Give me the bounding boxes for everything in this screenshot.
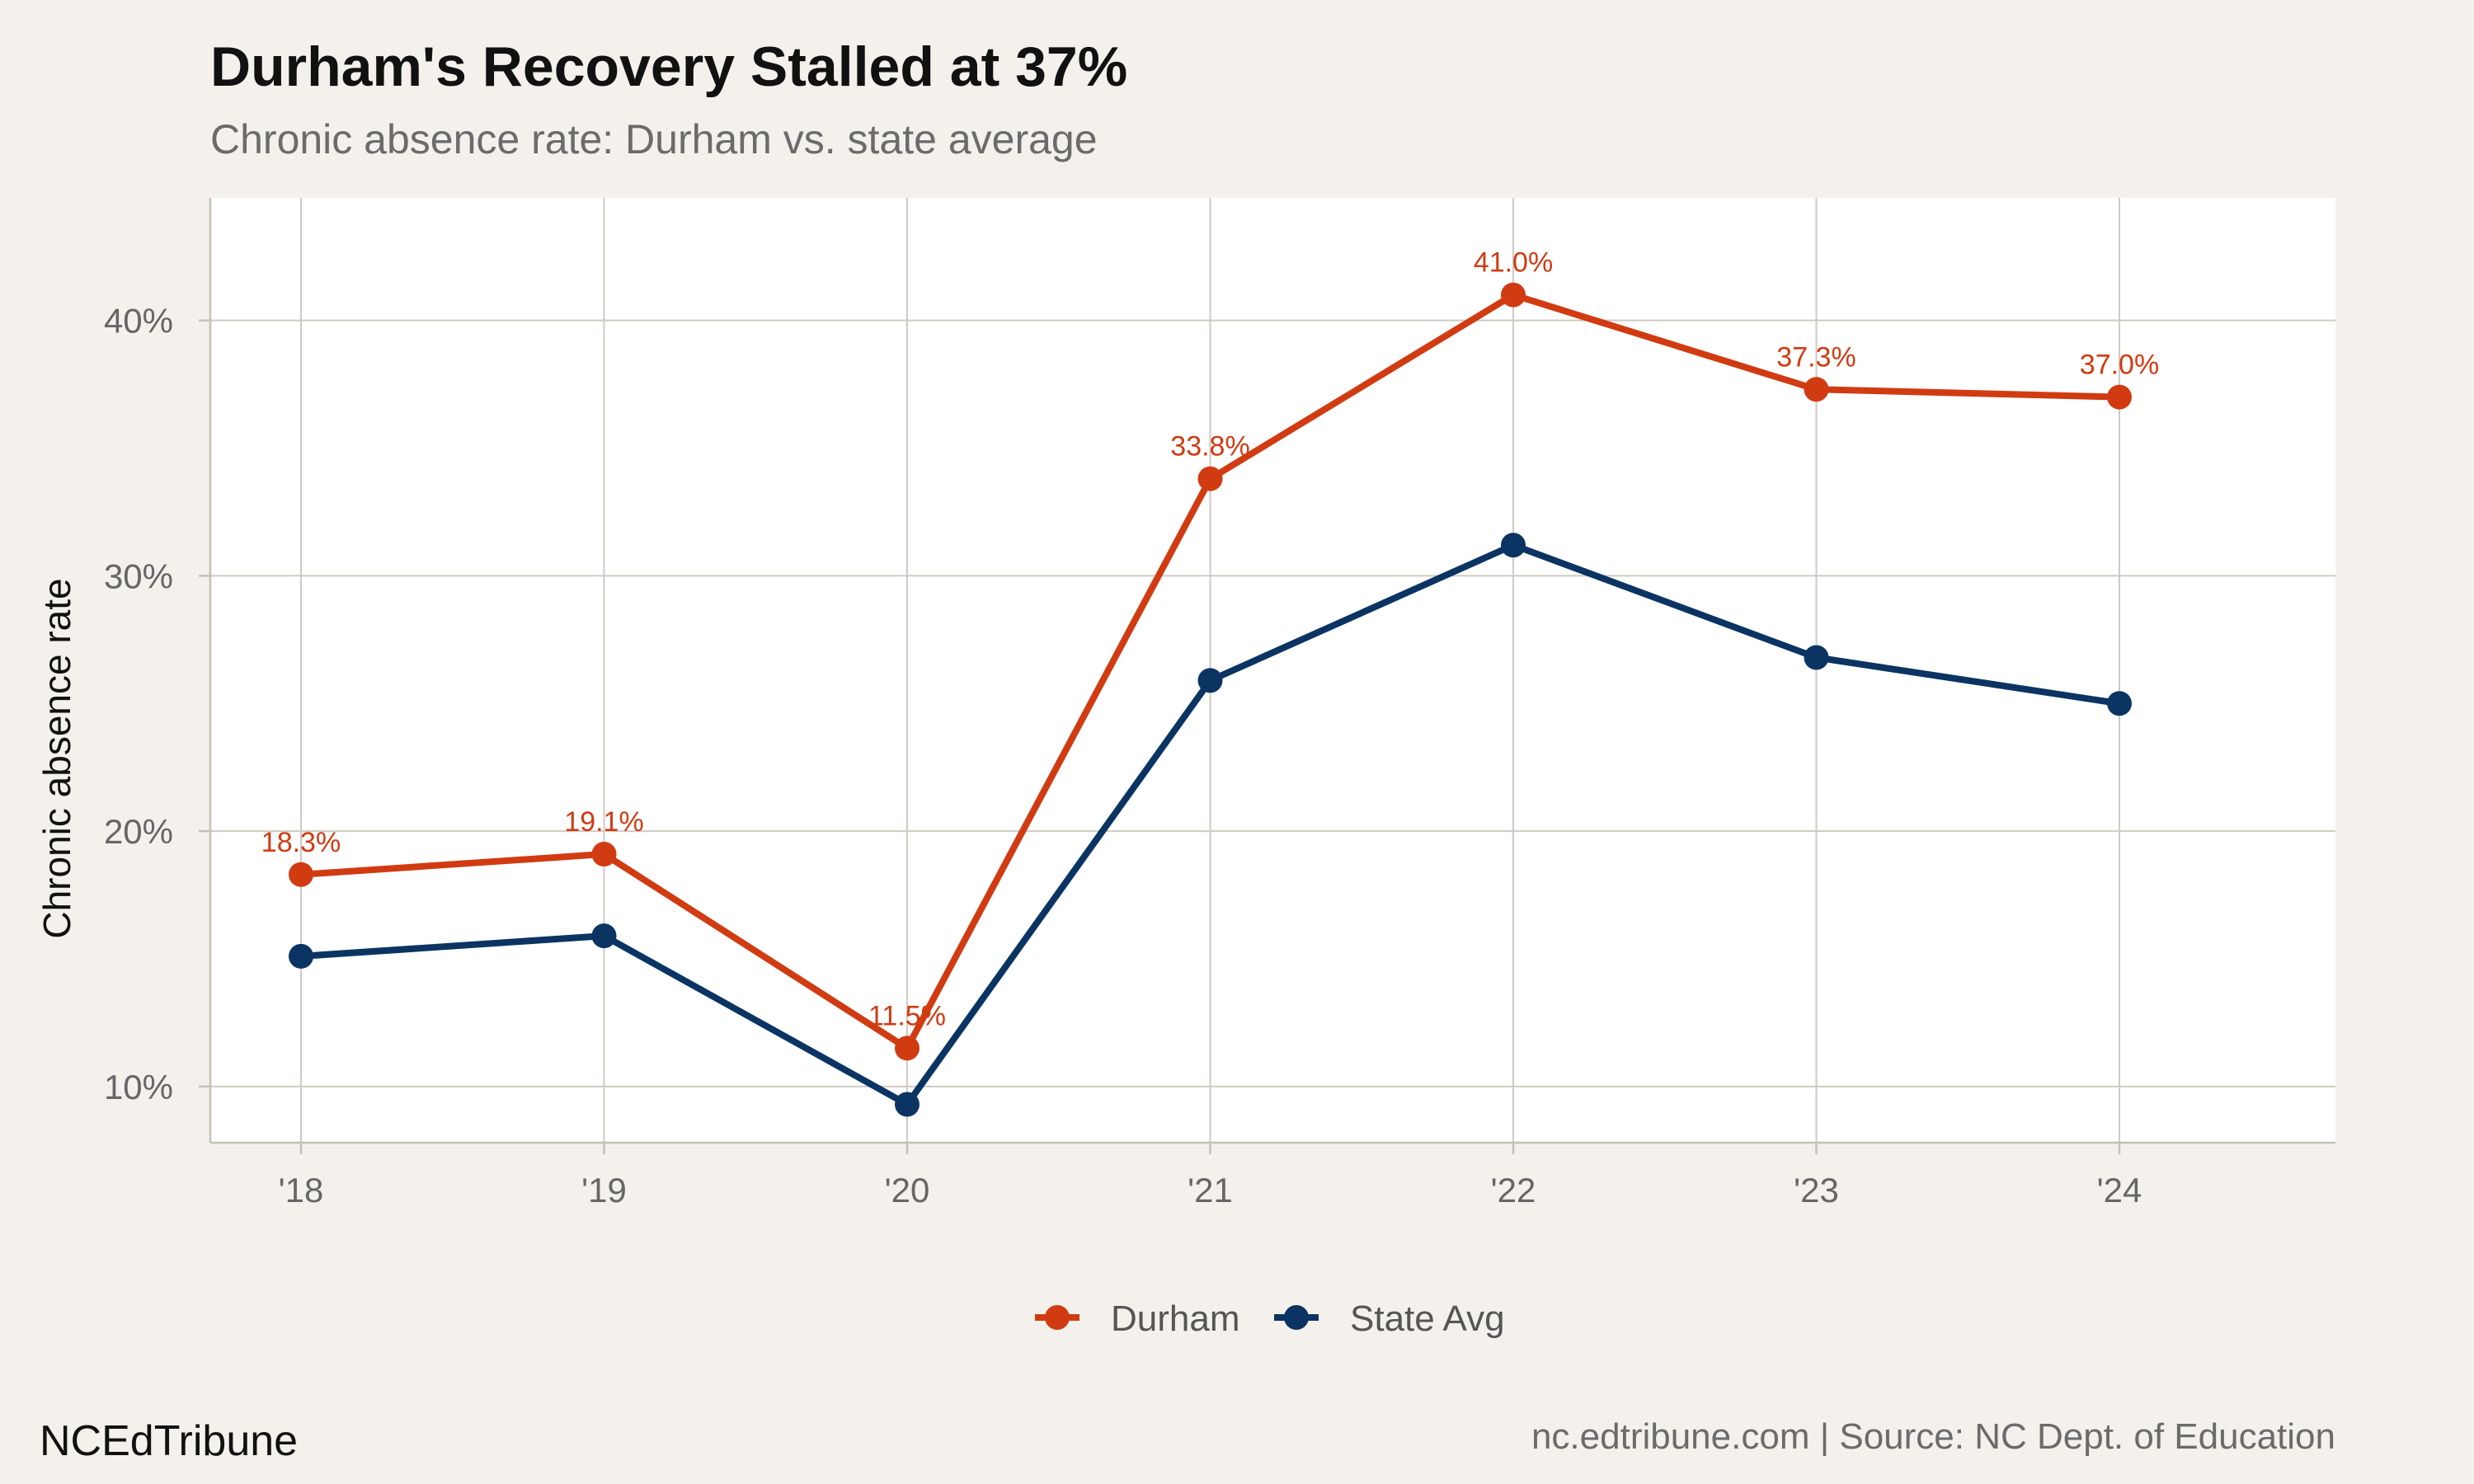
- y-axis-title: Chronic absence rate: [35, 578, 78, 938]
- y-tick-label: 40%: [104, 302, 173, 340]
- brand-name: NCEdTribune: [40, 1417, 299, 1465]
- series-layer: [289, 282, 2132, 1117]
- x-tick-labels: '18 '19 '20 '21 '22 '23 '24: [279, 1171, 2142, 1209]
- data-point-durham: [1501, 282, 1526, 308]
- y-tick-labels: 10% 20% 30% 40%: [104, 302, 173, 1106]
- data-point-durham: [2107, 384, 2132, 410]
- chart-title: Durham's Recovery Stalled at 37%: [210, 35, 1128, 98]
- source-note: nc.edtribune.com | Source: NC Dept. of E…: [1531, 1416, 2335, 1457]
- data-point-durham: [591, 842, 617, 867]
- chart-subtitle: Chronic absence rate: Durham vs. state a…: [210, 116, 1098, 162]
- legend-key-point-state-avg: [1284, 1305, 1309, 1330]
- data-label-durham: 33.8%: [1170, 431, 1249, 463]
- x-tick-label: '19: [581, 1171, 627, 1209]
- x-tick-label: '21: [1188, 1171, 1233, 1209]
- data-label-durham: 19.1%: [564, 806, 643, 838]
- x-tick-label: '20: [885, 1171, 930, 1209]
- data-point-state-avg: [591, 923, 617, 949]
- y-tick-label: 20%: [104, 812, 173, 851]
- plot-panel: [210, 198, 2335, 1143]
- data-label-durham: 11.5%: [868, 1000, 946, 1031]
- data-point-state-avg: [1501, 533, 1526, 558]
- data-point-state-avg: [2107, 691, 2132, 716]
- legend: Durham State Avg: [1035, 1298, 1505, 1339]
- y-tick-label: 30%: [104, 556, 173, 595]
- horizontal-gridlines: [199, 319, 2335, 1088]
- data-point-durham: [1804, 377, 1829, 402]
- data-point-state-avg: [289, 943, 313, 969]
- data-point-durham: [895, 1036, 920, 1061]
- x-tick-label: '22: [1491, 1171, 1536, 1209]
- data-label-durham: 41.0%: [1474, 247, 1553, 279]
- x-tick-label: '18: [279, 1171, 324, 1209]
- x-tick-label: '23: [1794, 1171, 1839, 1209]
- data-point-durham: [289, 862, 313, 887]
- data-labels: 18.3% 19.1% 11.5% 33.8% 41.0% 37.3% 37.0%: [261, 247, 2159, 1032]
- data-point-durham: [1197, 466, 1223, 491]
- data-label-durham: 37.0%: [2080, 350, 2159, 381]
- x-tick-label: '24: [2097, 1171, 2142, 1209]
- data-point-state-avg: [895, 1092, 920, 1117]
- data-point-state-avg: [1197, 668, 1223, 693]
- data-label-durham: 37.3%: [1776, 341, 1856, 373]
- data-label-durham: 18.3%: [261, 827, 341, 858]
- legend-label-durham: Durham: [1111, 1298, 1240, 1339]
- legend-label-state-avg: State Avg: [1350, 1298, 1505, 1339]
- legend-key-point-durham: [1045, 1305, 1070, 1330]
- data-point-state-avg: [1804, 645, 1829, 670]
- y-tick-label: 10%: [104, 1068, 173, 1106]
